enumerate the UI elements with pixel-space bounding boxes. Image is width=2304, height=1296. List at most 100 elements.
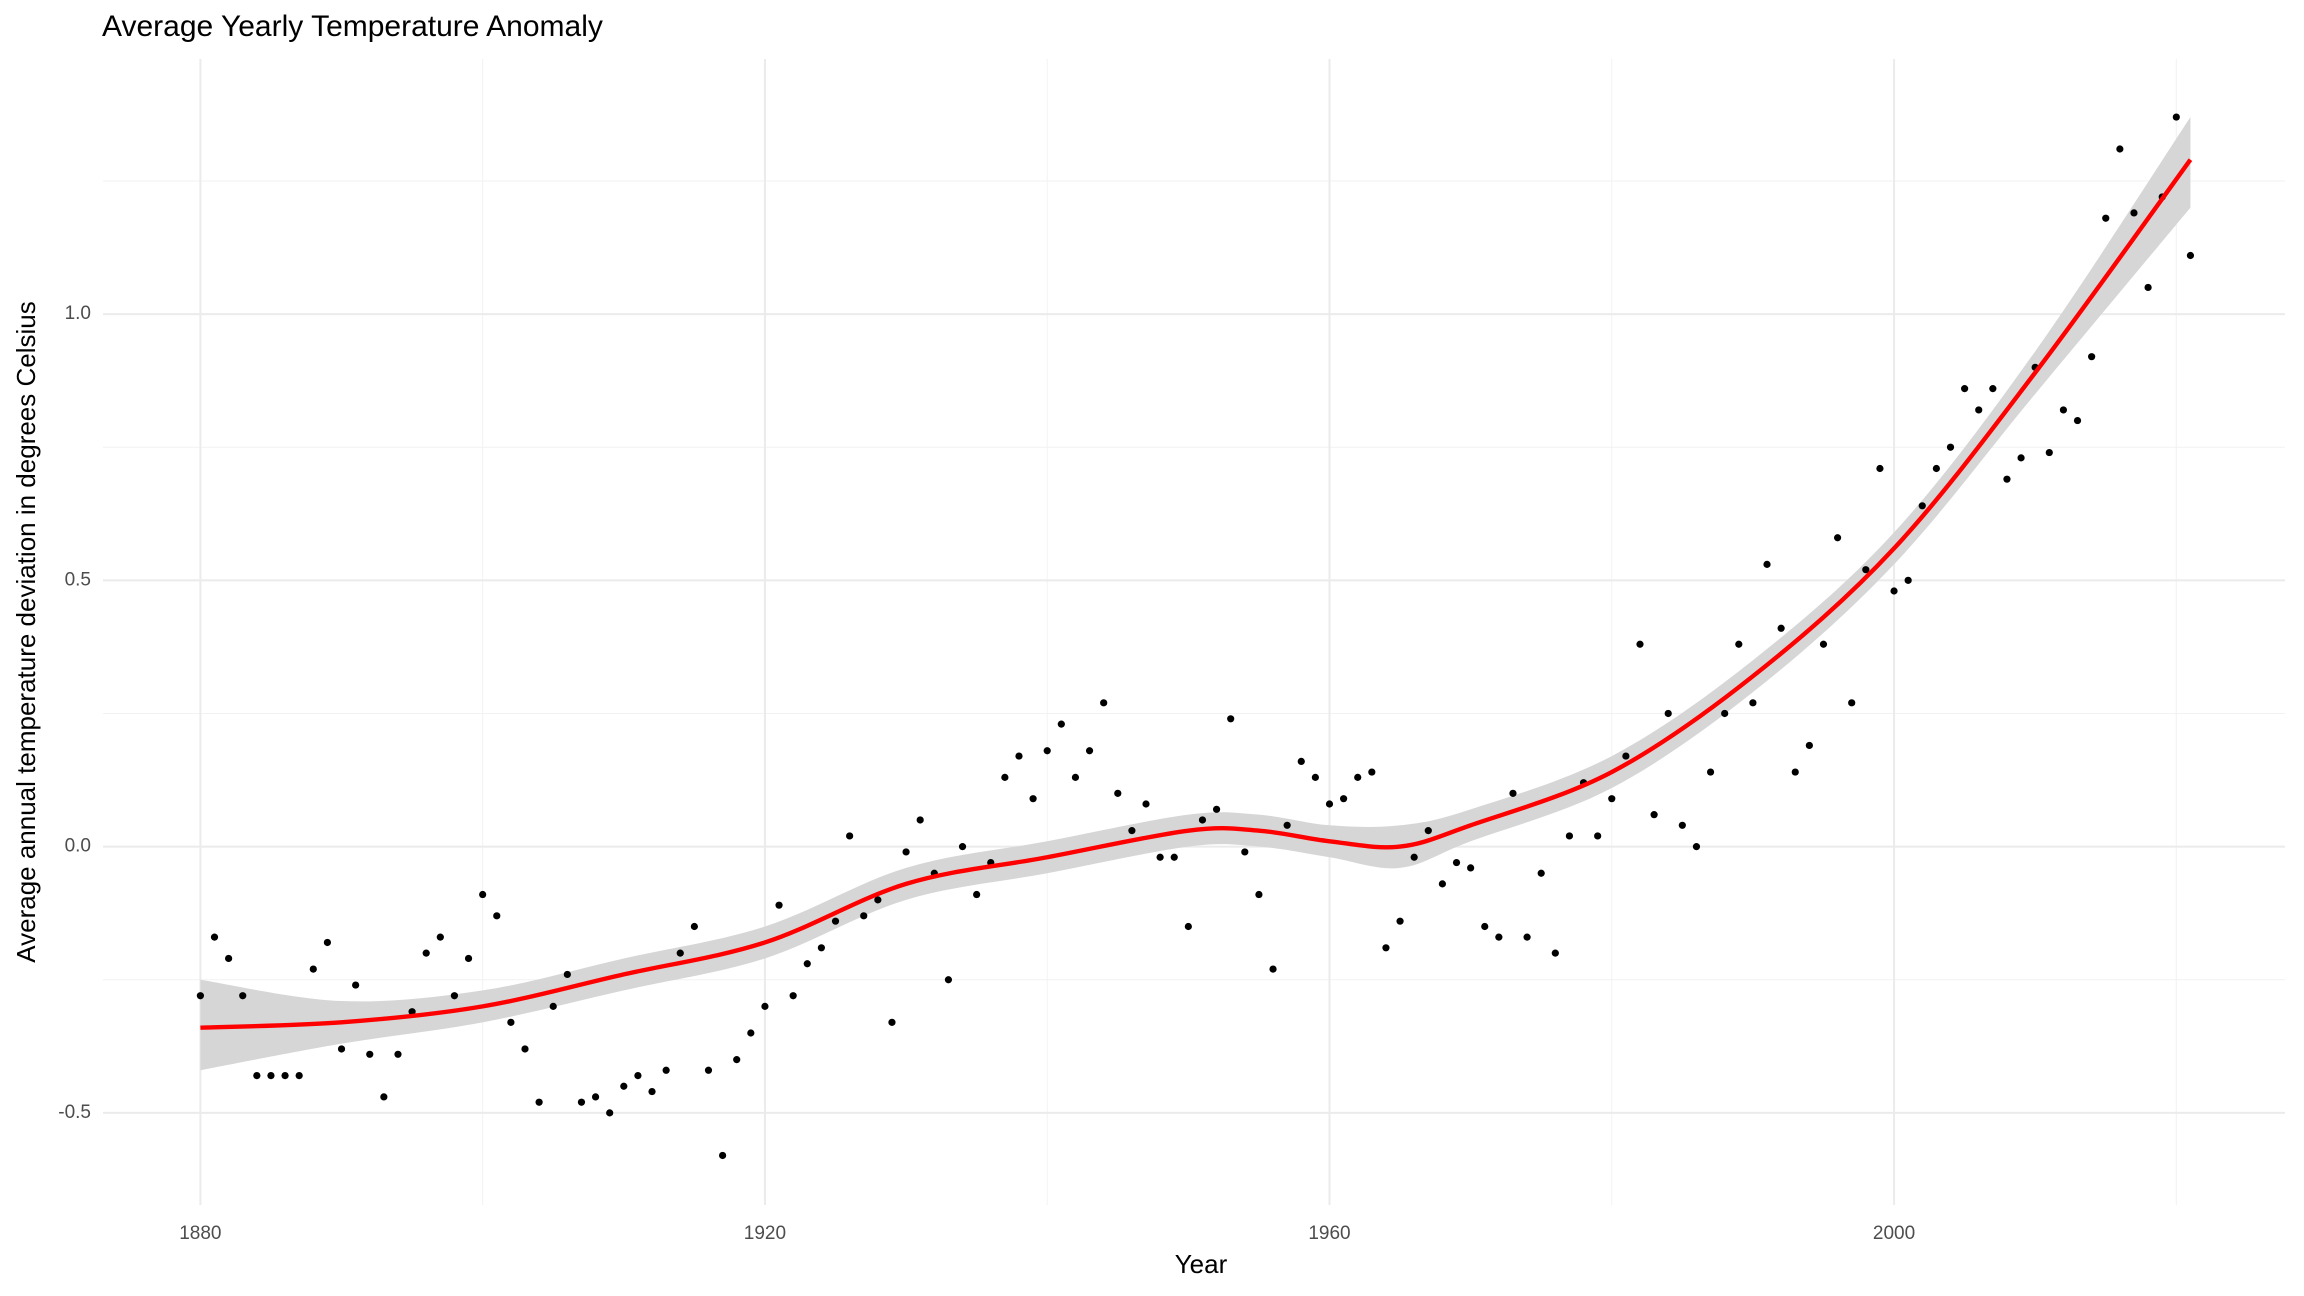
data-point [1410,853,1418,861]
data-point [1481,922,1489,931]
data-point [1833,534,1842,542]
x-axis-title: Year [1175,1249,1228,1279]
data-point [1297,757,1305,766]
data-point [1227,715,1235,723]
data-point [1777,624,1785,632]
data-point [1848,699,1856,707]
data-point [1706,768,1715,776]
data-point [2073,416,2082,425]
data-point [1692,843,1701,851]
data-point [718,1151,727,1160]
data-point [366,1050,374,1058]
data-point [1241,848,1249,856]
data-point [549,1002,557,1010]
data-point [2102,214,2110,222]
data-point [323,938,332,947]
data-point [1057,720,1065,728]
data-point [704,1066,713,1074]
data-point [450,992,459,1000]
data-point [1043,747,1051,755]
y-tick-label: 0.5 [65,569,91,590]
data-point [775,901,783,909]
data-point [337,1045,346,1053]
data-point [1537,869,1545,877]
data-point [606,1109,614,1117]
data-point [1763,560,1771,568]
data-point [2017,454,2025,462]
data-point [1100,699,1108,707]
data-point [1721,709,1729,718]
data-point [1523,933,1531,941]
data-point [1114,789,1122,797]
data-point [1354,773,1362,781]
data-point [1805,741,1813,750]
data-point [1452,858,1461,867]
data-point [2144,283,2152,292]
data-point [422,949,430,957]
data-point [1283,821,1291,829]
data-point [1989,385,1997,393]
data-point [831,917,840,925]
data-point [1636,640,1644,648]
data-point [1029,795,1037,803]
data-point [1876,464,1884,473]
data-point [591,1093,600,1101]
data-point [1382,944,1390,952]
data-point [733,1056,741,1064]
data-point [1325,800,1334,808]
y-tick-label: 0.0 [65,836,91,857]
data-point [2003,475,2011,483]
data-point [2045,448,2053,457]
data-point [761,1002,769,1010]
data-point [2186,251,2195,260]
data-point [1255,890,1263,899]
data-point [1904,576,1912,584]
data-point [2088,353,2096,361]
data-point [507,1018,515,1026]
data-point [535,1098,543,1106]
x-tick-label: 2000 [1873,1223,1915,1244]
data-point [2172,113,2180,121]
data-point [1509,789,1517,797]
smooth-line [200,158,2193,1030]
data-point [1819,640,1828,648]
data-point [521,1045,529,1053]
data-point [1749,699,1757,707]
data-point [817,944,825,952]
data-point [436,933,444,941]
data-point [1085,747,1094,755]
data-point [281,1071,289,1080]
data-point [210,933,219,941]
data-point [888,1018,896,1026]
data-point [1396,917,1404,925]
data-point [1424,827,1432,835]
data-point [1156,853,1164,861]
data-point [2130,209,2138,217]
x-tick-label: 1880 [179,1223,221,1244]
y-tick-label: 1.0 [65,303,91,324]
data-point [1650,811,1658,819]
data-point [267,1071,275,1080]
data-point [1368,768,1376,776]
data-point [1128,827,1136,835]
data-point [1664,709,1672,718]
data-point [958,843,967,851]
data-point [860,912,868,920]
data-point [874,896,882,904]
data-point [2059,406,2068,414]
data-point [634,1071,642,1080]
data-point [1467,864,1475,872]
data-point [789,992,797,1000]
data-point [253,1071,261,1080]
data-point [1594,832,1602,840]
data-point [1212,805,1221,813]
data-point [493,912,501,920]
data-point [239,992,247,1000]
data-point [1735,640,1743,648]
data-point [944,976,953,984]
x-tick-label: 1960 [1308,1223,1350,1244]
data-point [1001,773,1009,781]
data-point [196,992,204,1000]
